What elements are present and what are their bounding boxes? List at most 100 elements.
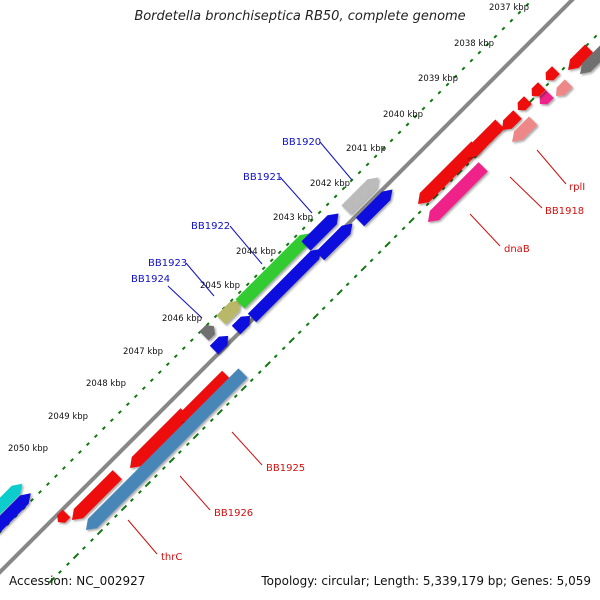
tick-mark <box>157 370 162 375</box>
feature-arrow-bb1926 <box>86 368 248 530</box>
tick-mark <box>205 322 210 327</box>
tick-mark <box>561 66 566 71</box>
gene-label-minus: rplI <box>569 182 585 193</box>
tick-mark <box>441 186 446 191</box>
feature-arrow-blue <box>355 189 393 227</box>
tick-mark <box>53 474 58 479</box>
tick-mark <box>377 250 382 255</box>
tick-mark <box>461 66 466 71</box>
tick-mark <box>417 210 422 215</box>
feature-arrow-blue-edge <box>0 493 31 533</box>
tick-mark <box>69 458 74 463</box>
tick-mark <box>453 74 458 79</box>
tick-mark <box>281 346 286 351</box>
tick-mark <box>449 178 454 183</box>
tick-mark <box>233 394 238 399</box>
tick-mark <box>72 552 80 560</box>
kbp-tick-label: 2046 kbp <box>162 314 202 324</box>
kbp-tick-label: 2040 kbp <box>383 110 423 120</box>
gene-label-plus: BB1923 <box>148 258 187 269</box>
tick-mark <box>509 18 514 23</box>
tick-mark <box>149 378 154 383</box>
tick-mark <box>425 202 430 207</box>
tick-mark <box>325 202 330 207</box>
tick-mark <box>445 82 450 87</box>
tick-mark <box>133 394 138 399</box>
leader-line <box>279 176 313 214</box>
feature-arrow-red <box>545 66 560 81</box>
leader-line <box>469 213 501 247</box>
tick-mark <box>421 106 426 111</box>
tick-mark <box>369 258 374 263</box>
leader-line <box>229 225 263 265</box>
feature-arrow-blue <box>315 223 353 261</box>
feature-arrow-gray <box>199 325 215 341</box>
tick-mark <box>336 289 343 296</box>
feature-arrow-dnab <box>428 162 488 222</box>
tick-mark <box>245 282 250 287</box>
tick-mark <box>168 456 176 464</box>
tick-mark <box>141 386 146 391</box>
tick-mark <box>253 274 258 279</box>
tick-mark <box>30 498 34 502</box>
tick-mark <box>381 146 386 151</box>
feature-arrow-red <box>568 44 594 70</box>
tick-mark <box>389 138 394 143</box>
feature-arrow-blue-small <box>209 335 229 355</box>
tick-mark <box>285 242 290 247</box>
kbp-tick-label: 2044 kbp <box>236 247 276 257</box>
tick-mark <box>77 450 82 455</box>
feature-arrow-pink <box>539 90 554 105</box>
kbp-tick-labels: 2037 kbp 2038 kbp 2039 kbp 2040 kbp 2041 kbp… <box>8 3 529 454</box>
gene-label-minus: thrC <box>161 552 182 563</box>
leader-line <box>179 475 211 511</box>
kbp-tick-label: 2050 kbp <box>8 444 48 454</box>
tick-mark <box>45 482 50 487</box>
tick-mark <box>209 418 214 423</box>
tick-mark <box>129 498 134 503</box>
tick-mark <box>485 42 490 47</box>
tick-mark <box>261 266 266 271</box>
feature-arrow-bb1920 <box>341 177 379 215</box>
tick-mark <box>365 162 370 167</box>
feature-arrow-gray <box>580 45 600 74</box>
kbp-tick-label: 2037 kbp <box>489 3 529 13</box>
gene-label-plus: BB1920 <box>282 137 321 148</box>
tick-mark <box>357 170 362 175</box>
tick-mark <box>301 226 306 231</box>
tick-mark <box>185 442 190 447</box>
tick-mark <box>456 169 463 176</box>
outer-tick-track <box>0 2 530 534</box>
tick-mark <box>437 90 442 95</box>
leader-line <box>127 519 158 555</box>
tick-mark <box>82 546 86 550</box>
gene-label-minus: BB1925 <box>266 463 305 474</box>
tick-mark <box>90 538 94 542</box>
tick-mark <box>105 522 110 527</box>
kbp-tick-label: 2038 kbp <box>454 39 494 49</box>
feature-arrow-red <box>502 110 522 130</box>
tick-mark <box>493 34 498 39</box>
tick-mark <box>429 98 434 103</box>
gene-label-plus: BB1922 <box>191 221 230 232</box>
tick-mark <box>165 362 170 367</box>
gene-label-minus: BB1918 <box>545 206 584 217</box>
tick-mark <box>161 466 166 471</box>
tick-mark <box>353 274 358 279</box>
inner-tick-track <box>48 34 598 584</box>
tick-mark <box>269 258 274 263</box>
tick-mark <box>264 361 271 368</box>
tick-mark <box>201 426 206 431</box>
tick-mark <box>192 432 200 440</box>
feature-arrow-red <box>130 408 190 468</box>
tick-mark <box>240 385 247 392</box>
tick-mark <box>477 50 482 55</box>
label-leader-lines <box>127 141 567 555</box>
tick-mark <box>345 282 350 287</box>
tick-mark <box>384 241 391 248</box>
tick-mark <box>517 10 522 15</box>
tick-mark <box>125 402 130 407</box>
feature-arrow-bb1918 <box>418 141 481 204</box>
